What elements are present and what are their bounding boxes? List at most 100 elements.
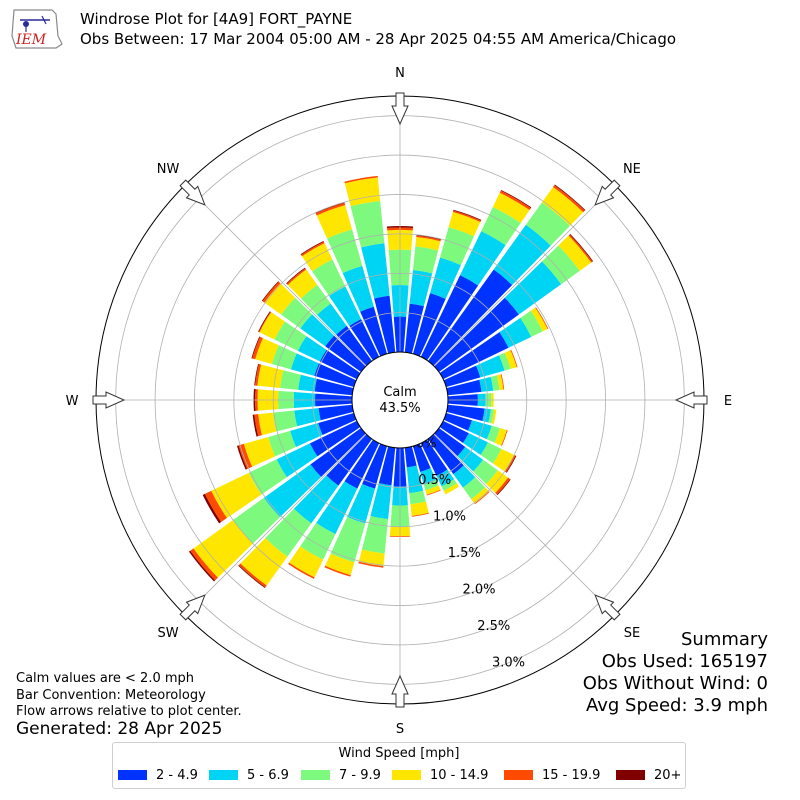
bar-segment-290-5	[252, 336, 263, 360]
bar-segment-320-6	[286, 267, 306, 284]
bar-segment-150-4	[443, 483, 460, 495]
bar-segment-310-5	[262, 281, 281, 303]
radial-tick-label: 1.0%	[433, 510, 466, 525]
bar-segment-20-2	[430, 257, 461, 299]
direction-label-nw: NW	[157, 162, 180, 177]
bar-segment-140-4	[471, 487, 490, 504]
legend-swatch	[504, 770, 533, 780]
legend-swatch	[392, 770, 421, 780]
bar-segment-350-2	[361, 243, 390, 299]
bar-segment-280-5	[255, 364, 262, 386]
bar-segment-70-4	[504, 350, 517, 369]
bar-segment-220-3	[265, 508, 312, 557]
bar-segment-210-4	[289, 546, 324, 578]
bar-segment-340-4	[316, 205, 353, 239]
direction-arrow-s	[391, 674, 409, 708]
bar-segment-70-1	[443, 365, 481, 388]
bar-segment-250-6	[237, 445, 248, 470]
bar-segment-60-1	[439, 332, 509, 380]
legend-label: 2 - 4.9	[156, 768, 198, 783]
grid-spoke	[184, 184, 367, 367]
bar-segment-50-5	[568, 234, 593, 263]
legend-swatch	[118, 770, 147, 780]
iem-logo-icon: IEM	[11, 9, 63, 49]
bar-segment-290-6	[251, 336, 261, 359]
bar-segment-220-1	[326, 434, 372, 486]
bar-segment-120-6	[506, 455, 517, 473]
bar-segment-70-3	[499, 352, 511, 371]
bar-segment-250-4	[243, 437, 276, 467]
bar-segment-300-6	[258, 311, 271, 333]
bar-segment-170-1	[404, 446, 417, 468]
bar-segment-170-5	[411, 512, 429, 517]
summary-avg-speed: Avg Speed: 3.9 mph	[586, 695, 768, 716]
bar-segment-60-5	[535, 307, 549, 329]
bar-segment-350-5	[344, 175, 378, 184]
calm-label: Calm	[383, 385, 416, 400]
bar-segment-320-3	[301, 284, 331, 315]
bar-segment-220-5	[238, 563, 267, 588]
direction-label-s: S	[396, 722, 404, 737]
direction-label-n: N	[395, 66, 405, 81]
bar-segment-40-2	[493, 224, 551, 286]
bar-segment-110-5	[501, 430, 508, 447]
bar-segment-70-2	[476, 355, 505, 378]
bar-segment-100-1	[446, 404, 485, 422]
generated-date: Generated: 28 Apr 2025	[16, 719, 223, 739]
bar-segment-50-2	[504, 261, 562, 315]
bar-segment-290-4	[255, 338, 279, 364]
bar-segment-20-3	[440, 227, 474, 266]
direction-label-e: E	[724, 394, 732, 409]
legend: Wind Speed [mph] 2 - 4.9 5 - 6.9 7 - 9.9…	[112, 742, 686, 789]
bar-segment-190-1	[378, 446, 396, 486]
legend-label: 15 - 19.9	[542, 768, 601, 783]
legend-label: 5 - 6.9	[247, 768, 289, 783]
bar-segment-70-5	[510, 349, 518, 368]
bar-segment-240-2	[276, 443, 318, 478]
bar-segment-350-4	[344, 177, 381, 207]
direction-label-ne: NE	[623, 162, 641, 177]
bar-segment-80-4	[496, 374, 504, 391]
legend-label: 10 - 14.9	[430, 768, 489, 783]
bar-segment-230-5	[190, 548, 218, 581]
bar-segment-170-3	[409, 490, 426, 505]
bar-segment-280-3	[280, 370, 301, 390]
bar-segment-10-4	[415, 237, 441, 251]
direction-arrow-w	[92, 391, 126, 409]
bar-segment-200-4	[325, 553, 355, 576]
direction-label-w: W	[66, 394, 79, 409]
bar-segment-10-2	[409, 269, 433, 307]
bar-segment-110-1	[443, 412, 472, 431]
direction-label-sw: SW	[158, 626, 179, 641]
direction-arrow-sw	[179, 594, 206, 621]
logo-text: IEM	[15, 32, 47, 48]
bar-segment-30-6	[500, 189, 532, 209]
bar-segment-130-5	[495, 477, 510, 495]
bar-segment-300-5	[258, 311, 272, 333]
bar-segment-290-3	[271, 345, 297, 370]
bar-segment-200-3	[330, 516, 366, 563]
bar-segment-240-5	[204, 490, 227, 523]
bar-segment-300-4	[259, 312, 285, 340]
direction-label-se: SE	[624, 626, 640, 641]
bar-segment-320-4	[287, 269, 318, 299]
bar-segment-350-1	[374, 295, 396, 354]
bar-segment-10-6	[416, 234, 442, 240]
bar-segment-160-2	[420, 468, 437, 485]
radial-tick-label: 2.5%	[477, 619, 510, 634]
direction-arrow-e	[674, 391, 708, 409]
bar-segment-40-4	[542, 187, 584, 226]
bar-segment-150-3	[441, 479, 457, 491]
bar-segment-30-2	[460, 231, 506, 286]
legend-item-2: 5 - 6.9	[209, 768, 289, 783]
bar-segment-220-2	[293, 475, 339, 524]
bar-segment-250-2	[290, 423, 323, 447]
bar-segment-80-5	[500, 374, 505, 390]
bar-segment-330-3	[312, 259, 346, 296]
bar-segment-160-4	[425, 485, 441, 495]
bar-segment-150-2	[436, 469, 455, 487]
legend-item-3: 7 - 9.9	[301, 768, 381, 783]
bar-segment-40-6	[554, 184, 586, 211]
bar-segment-190-4	[358, 549, 385, 567]
direction-arrows	[92, 92, 708, 708]
